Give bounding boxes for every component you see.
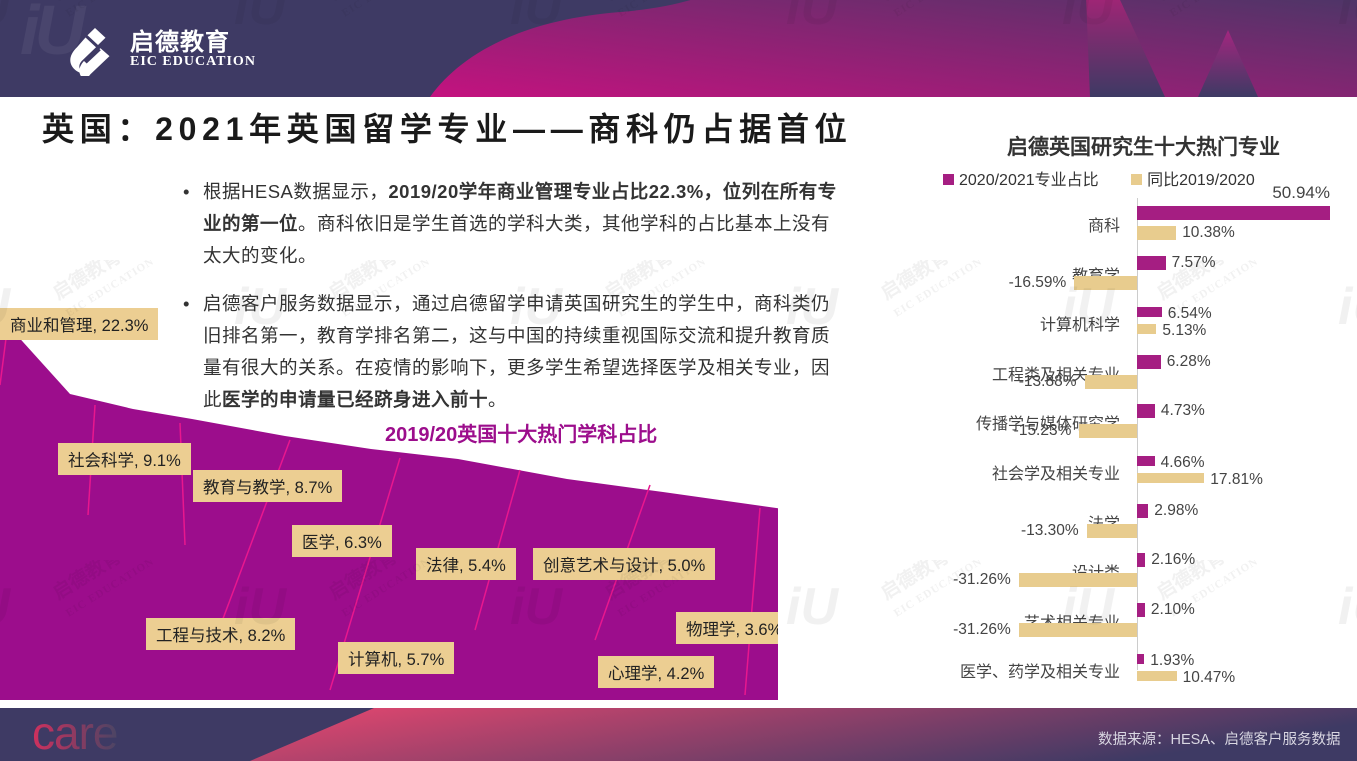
- svg-text:care: care: [32, 708, 117, 759]
